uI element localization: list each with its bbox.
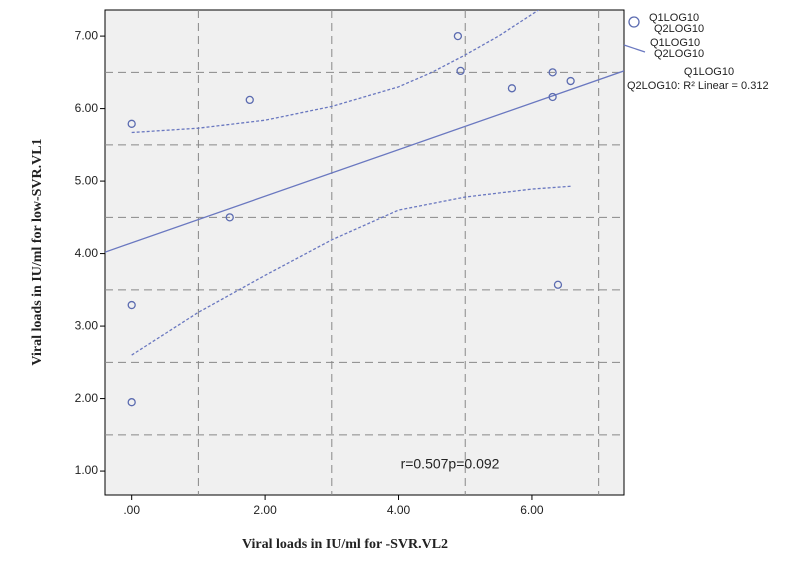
- legend-label: Q2LOG10: [654, 23, 704, 35]
- grid: [105, 10, 624, 495]
- y-tick-label: 2.00: [75, 391, 99, 405]
- point: [453, 31, 463, 41]
- y-tick-label: 7.00: [75, 28, 99, 42]
- annotation: r=0.507p=0.092: [401, 456, 500, 472]
- y-tick-label: 1.00: [75, 463, 99, 477]
- point: [127, 300, 136, 310]
- point: [507, 84, 517, 93]
- x-tick-label: 6.00: [520, 503, 544, 517]
- point: [127, 119, 136, 128]
- point: [548, 92, 557, 102]
- legend-label: Q1LOG10: [684, 66, 734, 78]
- point: [566, 76, 575, 86]
- legend-line: [623, 44, 646, 53]
- y-axis-label: Viral loads in IU/ml for low-SVR.VL1: [30, 138, 45, 365]
- x-axis-label: Viral loads in IU/ml for -SVR.VL2: [242, 537, 448, 552]
- legend-label: Q1LOG10: [649, 12, 699, 24]
- plot-area: [104, 9, 625, 496]
- y-tick-label: 5.00: [75, 173, 99, 187]
- confidence-curve: [131, 10, 539, 134]
- y-tick-label: 3.00: [75, 318, 99, 332]
- axes: .00 2.00 4.00 6.00 1.00 2.00 3.00 4.00 5.00 6.00 7…: [75, 28, 544, 517]
- x-tick-label: 4.00: [387, 503, 411, 517]
- legend: Q1LOG10Q2LOG10Q1LOG10Q2LOG10Q1LOG10Q2LOG…: [623, 12, 769, 92]
- y-tick-label: 4.00: [75, 246, 99, 260]
- legend-label: Q2LOG10: R² Linear = 0.312: [627, 80, 769, 92]
- x-tick-label: 2.00: [253, 503, 277, 517]
- legend-marker: [628, 16, 640, 28]
- point: [127, 398, 136, 407]
- point: [456, 66, 465, 76]
- confidence-curve: [131, 185, 573, 356]
- point: [548, 68, 557, 77]
- y-tick-label: 6.00: [75, 101, 99, 115]
- marks: [105, 10, 624, 407]
- legend-label: Q1LOG10: [650, 37, 700, 49]
- x-tick-label: .00: [123, 503, 140, 517]
- point: [245, 95, 254, 105]
- point: [553, 280, 563, 289]
- legend-label: Q2LOG10: [654, 48, 704, 60]
- fit-line: [105, 70, 624, 253]
- point: [225, 213, 234, 222]
